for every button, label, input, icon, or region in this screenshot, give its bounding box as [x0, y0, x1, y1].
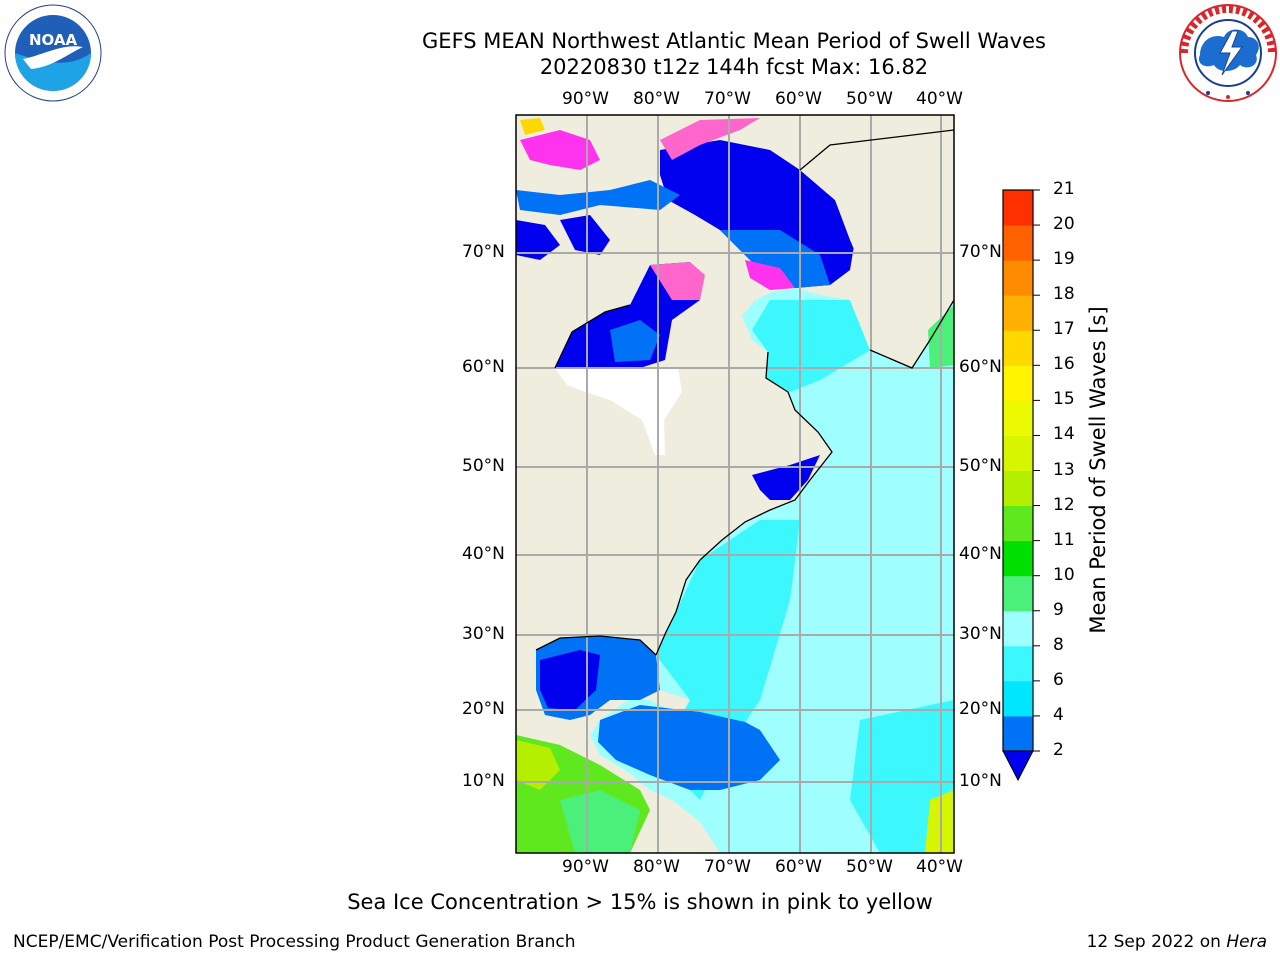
chart-title: GEFS MEAN Northwest Atlantic Mean Period…: [422, 29, 1046, 53]
caribbean-sea: [598, 705, 780, 790]
lat-label-left: 50°N: [462, 456, 505, 476]
colorbar-segment: [1003, 190, 1033, 226]
baffin-bay-mid: [720, 230, 830, 288]
tropical-band: [516, 740, 560, 790]
colorbar-tick-label: 14: [1053, 424, 1075, 445]
colorbar-tick-label: 11: [1053, 529, 1075, 550]
colorbar-tick-label: 9: [1053, 599, 1064, 620]
lat-label-left: 30°N: [462, 624, 505, 644]
colorbar-tick-label: 2: [1053, 740, 1064, 760]
colorbar-tick-label: 19: [1053, 249, 1075, 270]
machine-name: Hera: [1226, 932, 1267, 952]
hudson-bay-mid: [610, 320, 660, 362]
colorbar-segment: [1003, 505, 1033, 542]
lon-label-bottom: 90°W: [562, 857, 609, 877]
colorbar-segment: [1003, 225, 1033, 261]
lon-label-bottom: 50°W: [846, 857, 893, 877]
colorbar-label: Mean Period of Swell Waves [s]: [1086, 306, 1110, 634]
map-frame: [515, 114, 955, 854]
lon-label-top: 50°W: [846, 89, 893, 109]
colorbar-tick-label: 15: [1053, 389, 1075, 410]
lat-label-right: 20°N: [959, 699, 1002, 719]
colorbar-segment: [1003, 435, 1033, 471]
arctic-strait: [516, 180, 680, 215]
colorbar-segment: [1003, 400, 1033, 436]
tropical-band: [925, 790, 954, 853]
greenland: [800, 130, 954, 368]
noaa-logo-text: NOAA: [29, 31, 78, 49]
colorbar-tick-label: 12: [1053, 494, 1075, 515]
lat-label-left: 40°N: [462, 544, 505, 564]
colorbar-tick-label: 17: [1053, 319, 1075, 340]
hudson-bay: [555, 262, 700, 368]
lon-label-bottom: 70°W: [704, 857, 751, 877]
colorbar-tick-label: 21: [1053, 179, 1075, 199]
colorbar-tick-label: 16: [1053, 354, 1075, 375]
lat-label-left: 60°N: [462, 357, 505, 377]
lon-label-top: 90°W: [562, 89, 609, 109]
colorbar-segment: [1003, 295, 1033, 331]
lat-label-right: 60°N: [959, 357, 1002, 377]
lat-label-right: 40°N: [959, 544, 1002, 564]
sea-ice-note: Sea Ice Concentration > 15% is shown in …: [347, 890, 933, 914]
coastline: [655, 559, 701, 656]
lon-label-top: 70°W: [704, 89, 751, 109]
colorbar-segment: [1003, 540, 1033, 577]
lon-label-top: 80°W: [633, 89, 680, 109]
colorbar-segment: [1003, 575, 1033, 612]
tropical-band: [560, 790, 640, 853]
coastline: [869, 299, 954, 369]
colorbar-segment: [1003, 365, 1033, 401]
colorbar-segment: [1003, 470, 1033, 507]
lat-label-right: 10°N: [959, 771, 1002, 791]
sea-ice: [650, 262, 705, 300]
lat-label-left: 20°N: [462, 699, 505, 719]
colorbar: [1002, 189, 1040, 782]
colorbar-segment: [1003, 680, 1033, 717]
lat-label-right: 50°N: [959, 456, 1002, 476]
coastline: [799, 129, 954, 171]
sea-ice: [745, 260, 795, 290]
sea-ice: [660, 118, 760, 160]
colorbar-segment: [1003, 645, 1033, 682]
colorbar-tick-label: 8: [1053, 634, 1064, 655]
colorbar-tick-label: 18: [1053, 284, 1075, 305]
lon-label-top: 60°W: [775, 89, 822, 109]
colorbar-tick-label: 10: [1053, 564, 1075, 585]
date-prefix: 12 Sep 2022 on: [1086, 932, 1227, 952]
colorbar-tick-label: 20: [1053, 214, 1075, 235]
lat-label-right: 30°N: [959, 624, 1002, 644]
lon-label-bottom: 80°W: [633, 857, 680, 877]
noaa-logo: NOAA: [3, 3, 103, 103]
ocean-band: [850, 700, 954, 853]
nws-logo: [1178, 3, 1278, 103]
colorbar-segment: [1003, 610, 1033, 647]
colorbar-segment: [1003, 260, 1033, 296]
colorbar-extend-arrow: [1002, 750, 1034, 782]
colorbar-tick-label: 13: [1053, 459, 1075, 480]
date-text: 12 Sep 2022 on Hera: [1087, 932, 1267, 952]
arctic-strait: [516, 220, 560, 260]
lat-label-left: 70°N: [462, 242, 505, 262]
lon-label-bottom: 60°W: [775, 857, 822, 877]
coastline: [535, 635, 657, 656]
arctic-strait: [560, 215, 610, 255]
sea-ice: [520, 118, 545, 135]
lat-label-right: 70°N: [959, 242, 1002, 262]
colorbar-segment: [1003, 715, 1033, 752]
colorbar-tick-label: 4: [1053, 704, 1064, 725]
lat-label-left: 10°N: [462, 771, 505, 791]
lon-label-top: 40°W: [916, 89, 963, 109]
colorbar-tick-label: 6: [1053, 669, 1064, 690]
coastline: [699, 351, 833, 561]
chart-subtitle: 20220830 t12z 144h fcst Max: 16.82: [539, 55, 929, 79]
gulf-of-mexico-inner: [540, 650, 600, 710]
colorbar-segment: [1003, 330, 1033, 366]
sea-ice: [520, 130, 600, 170]
coastline: [554, 304, 631, 369]
lon-label-bottom: 40°W: [916, 857, 963, 877]
credit-text: NCEP/EMC/Verification Post Processing Pr…: [13, 932, 576, 952]
